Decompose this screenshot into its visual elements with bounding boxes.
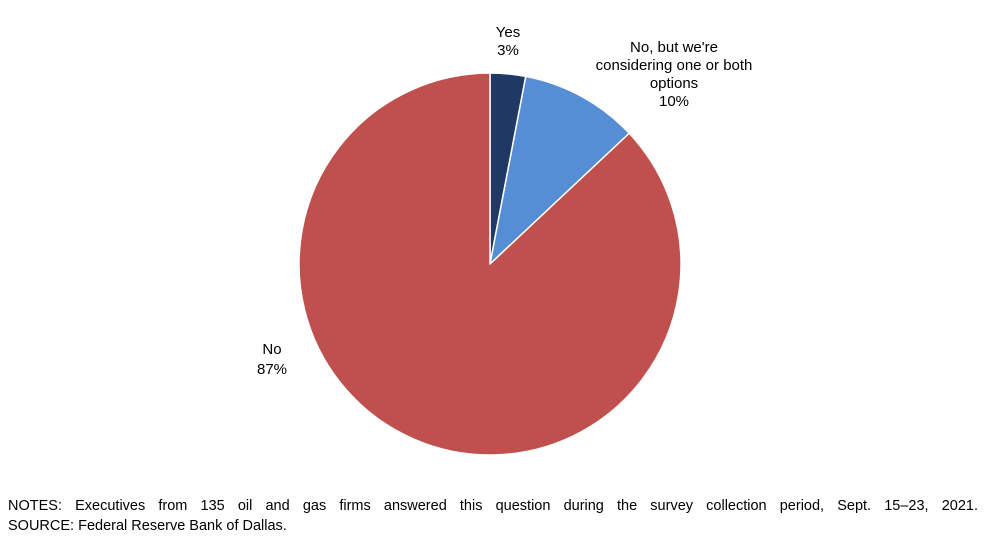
source-line: SOURCE: Federal Reserve Bank of Dallas. — [8, 518, 287, 534]
slice-category-label: considering one or both — [596, 57, 753, 74]
pie-slices — [298, 72, 682, 456]
slice-category-label: Yes — [496, 24, 520, 41]
pie-slice-no-but-we-re-considering-one-or-both-options — [489, 75, 630, 265]
slice-label-no: No 87% — [257, 341, 287, 378]
slice-value-label: 10% — [659, 93, 689, 110]
slice-category-label: No — [262, 341, 281, 358]
pie-chart: Yes 3% No, but we're considering one or bot… — [257, 24, 752, 456]
pie-slice-no — [298, 72, 682, 456]
slice-label-yes: Yes 3% — [496, 24, 520, 59]
slice-category-label: options — [650, 75, 698, 92]
slice-category-label: No, but we're — [630, 39, 718, 56]
slice-value-label: 87% — [257, 361, 287, 378]
slice-labels: Yes 3% No, but we're considering one or bot… — [257, 24, 752, 378]
slice-label-no-but-we-re-considering-one-or-both-options: No, but we're considering one or both opti… — [596, 39, 753, 110]
notes-line: NOTES: Executives from 135 oil and gas f… — [8, 498, 978, 514]
slice-value-label: 3% — [497, 42, 519, 59]
chart-notes: NOTES: Executives from 135 oil and gas f… — [8, 496, 978, 536]
